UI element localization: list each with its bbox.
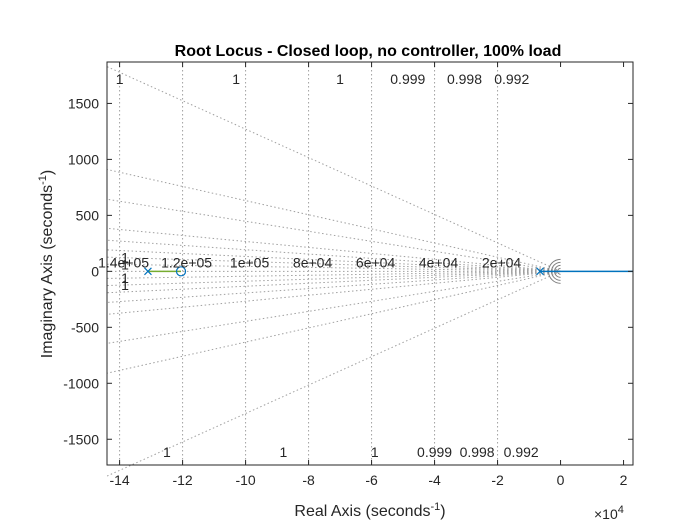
damping-ratio-label: 1 bbox=[121, 277, 129, 293]
natural-frequency-label: 1e+05 bbox=[230, 254, 270, 270]
damping-grid-line bbox=[106, 270, 561, 344]
damping-ratio-label: 1 bbox=[116, 71, 124, 87]
damping-ratio-label: 0.992 bbox=[504, 444, 539, 460]
x-axis-label: Real Axis (seconds-1) bbox=[294, 501, 445, 520]
natural-frequency-label: 1.2e+05 bbox=[161, 254, 212, 270]
natural-frequency-label: 4e+04 bbox=[419, 254, 459, 270]
x-tick-label: -12 bbox=[172, 472, 192, 488]
natural-frequency-label: 6e+04 bbox=[356, 254, 396, 270]
damping-ratio-label: 0.999 bbox=[390, 71, 425, 87]
y-tick-label: 1000 bbox=[68, 151, 99, 167]
y-axis-label-sup: -1 bbox=[37, 175, 49, 185]
axes-background bbox=[107, 62, 633, 465]
x-exponent-power: 4 bbox=[618, 504, 624, 516]
natural-frequency-label: 2e+04 bbox=[482, 254, 522, 270]
damping-ratio-label: 1 bbox=[232, 71, 240, 87]
x-tick-label: -10 bbox=[235, 472, 255, 488]
natural-frequency-label: 8e+04 bbox=[293, 254, 333, 270]
chart-title: Root Locus - Closed loop, no controller,… bbox=[175, 43, 562, 60]
y-tick-label: 500 bbox=[76, 207, 100, 223]
x-tick-label: -8 bbox=[302, 472, 315, 488]
pole-marker bbox=[144, 267, 152, 276]
x-tick-label: -4 bbox=[428, 472, 441, 488]
y-tick-label: -500 bbox=[71, 319, 99, 335]
damping-grid-line bbox=[106, 270, 561, 374]
damping-ratio-label: 1 bbox=[121, 250, 129, 266]
x-tick-label: -14 bbox=[109, 472, 129, 488]
damping-ratio-label: 1 bbox=[163, 444, 171, 460]
tick-layer: -14 -12 -10 -8 -6 -4 -2 0 2 -1500 -1000 -500 0 500 100… bbox=[63, 62, 633, 488]
y-axis-label: Imaginary Axis (seconds-1) bbox=[37, 170, 56, 359]
marker-layer bbox=[144, 266, 545, 277]
damping-grid-line bbox=[106, 168, 561, 272]
x-exponent-base: ×10 bbox=[594, 506, 618, 522]
y-tick-label: -1000 bbox=[63, 375, 99, 391]
damping-grid-line bbox=[106, 66, 561, 272]
pole-marker bbox=[536, 267, 545, 276]
pole-marker-stroke bbox=[144, 267, 152, 276]
x-tick-label: -6 bbox=[365, 472, 378, 488]
x-axis-label-end: ) bbox=[440, 503, 445, 520]
damping-grid-line bbox=[106, 270, 561, 477]
damping-ratio-label: 1 bbox=[371, 444, 379, 460]
damping-ratio-label: 0.998 bbox=[460, 444, 495, 460]
zero-marker bbox=[175, 266, 187, 277]
damping-ratio-label: 1 bbox=[336, 71, 344, 87]
damping-ratio-label: 0.992 bbox=[494, 71, 529, 87]
x-tick-label: 0 bbox=[557, 472, 565, 488]
y-tick-label: 0 bbox=[91, 263, 99, 279]
pole-marker-stroke bbox=[536, 267, 545, 276]
damping-ratio-label: 1 bbox=[279, 444, 287, 460]
x-tick-label: -2 bbox=[491, 472, 504, 488]
x-axis-label-sup: -1 bbox=[430, 501, 440, 513]
natural-frequency-label: 1.4e+05 bbox=[98, 254, 149, 270]
damping-grid-line bbox=[106, 198, 561, 272]
x-axis-exponent: ×104 bbox=[594, 504, 624, 522]
y-axis-label-main: Imaginary Axis (seconds bbox=[39, 185, 56, 358]
x-axis-label-main: Real Axis (seconds bbox=[294, 503, 430, 520]
y-tick-label: 1500 bbox=[68, 95, 99, 111]
y-axis-label-end: ) bbox=[39, 170, 56, 175]
x-tick-label: 2 bbox=[620, 472, 628, 488]
damping-ratio-label: 0.998 bbox=[447, 71, 482, 87]
axes-box bbox=[106, 61, 634, 466]
damping-ratio-label: 0.999 bbox=[417, 444, 452, 460]
damping-ratio-label: 1 bbox=[121, 256, 129, 272]
damping-ratio-label: 1 bbox=[121, 270, 129, 286]
y-tick-label: -1500 bbox=[63, 431, 99, 447]
